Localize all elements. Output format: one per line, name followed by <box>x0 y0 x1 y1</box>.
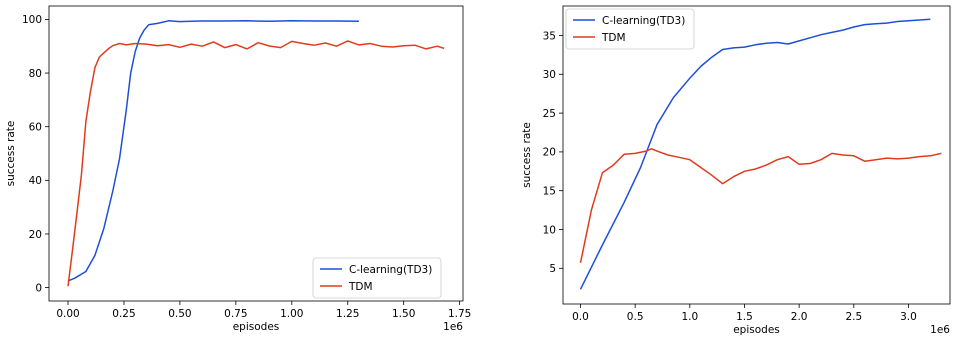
legend-label-tdm: TDM <box>348 281 373 293</box>
y-tick-label: 100 <box>22 14 42 26</box>
x-tick-label: 2.5 <box>845 311 862 323</box>
x-tick-label: 0.50 <box>168 308 191 320</box>
x-tick-label: 1.50 <box>392 308 415 320</box>
legend-box <box>312 257 442 299</box>
y-tick-label: 25 <box>543 108 556 120</box>
x-tick-label: 0.00 <box>56 308 79 320</box>
x-tick-label: 0.25 <box>112 308 135 320</box>
legend-label-c-learning: C-learning(TD3) <box>602 15 685 27</box>
x-tick-label: 1.5 <box>736 311 753 323</box>
y-tick-label: 20 <box>543 147 556 159</box>
y-tick-label: 5 <box>549 263 556 275</box>
y-tick-label: 20 <box>29 229 42 241</box>
x-offset-label: 1e6 <box>443 321 463 333</box>
y-tick-label: 15 <box>543 185 556 197</box>
y-axis-label: success rate <box>5 121 17 187</box>
legend-label-tdm: TDM <box>601 32 626 44</box>
series-line-tdm <box>579 148 942 264</box>
chart-left: 0.00 0.25 0.50 0.75 1.00 1.25 1.50 1.75 0 20 40 60 8… <box>5 5 471 333</box>
y-tick-label: 0 <box>35 282 42 294</box>
x-tick-label: 1.0 <box>681 311 698 323</box>
x-axis-label: episodes <box>733 324 780 336</box>
series-line-tdm <box>67 40 445 287</box>
legend-box <box>565 8 695 50</box>
x-tick-label: 3.0 <box>900 311 917 323</box>
x-tick-label: 0.0 <box>572 311 589 323</box>
legend-label-c-learning: C-learning(TD3) <box>349 264 432 276</box>
y-tick-label: 40 <box>29 175 42 187</box>
series-line-c-learning <box>579 18 931 290</box>
y-tick-label: 35 <box>543 30 556 42</box>
x-axis-label: episodes <box>233 321 280 333</box>
x-tick-label: 1.00 <box>280 308 303 320</box>
chart-right: 0.0 0.5 1.0 1.5 2.0 2.5 3.0 5 10 15 20 25 30 35 episod… <box>521 5 951 336</box>
series-line-c-learning <box>67 20 359 282</box>
x-tick-label: 1.75 <box>448 308 471 320</box>
x-tick-label: 1.25 <box>336 308 359 320</box>
y-tick-label: 80 <box>29 68 42 80</box>
y-tick-label: 10 <box>543 224 556 236</box>
x-tick-label: 0.5 <box>627 311 644 323</box>
y-tick-label: 60 <box>29 121 42 133</box>
plot-frame <box>562 5 951 305</box>
x-tick-label: 2.0 <box>791 311 808 323</box>
x-offset-label: 1e6 <box>930 324 950 336</box>
x-tick-label: 0.75 <box>224 308 247 320</box>
y-axis-label: success rate <box>521 122 533 188</box>
plot-frame <box>48 5 464 302</box>
y-tick-label: 30 <box>543 69 556 81</box>
